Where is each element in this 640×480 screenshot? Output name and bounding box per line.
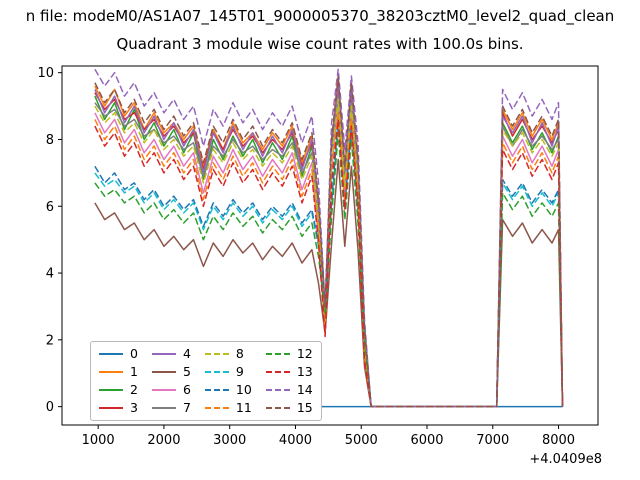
x-tick-label: 4000 xyxy=(279,433,312,448)
legend-entry-module-15: 15 xyxy=(265,400,313,415)
legend-entry-label: 12 xyxy=(296,346,313,361)
legend-sample-line xyxy=(99,353,123,355)
x-axis-offset-label: +4.0409e8 xyxy=(529,452,602,467)
legend-entry-label: 9 xyxy=(235,364,244,379)
legend-entry-label: 11 xyxy=(235,400,252,415)
x-tick-label: 3000 xyxy=(213,433,246,448)
y-tick-label: 4 xyxy=(46,267,54,282)
legend-entry-label: 5 xyxy=(182,364,191,379)
legend-entry-module-0: 0 xyxy=(99,347,138,361)
legend-entry-label: 2 xyxy=(130,382,138,397)
legend-entry-module-12: 12 xyxy=(265,346,313,361)
legend-column: 12 13 14 15 xyxy=(265,346,313,415)
y-tick-label: 10 xyxy=(37,66,54,81)
legend-sample-line xyxy=(204,389,229,391)
legend-sample-line xyxy=(99,389,123,391)
series-line-module-5 xyxy=(94,158,564,408)
legend-column: 4 5 6 7 xyxy=(151,346,191,415)
x-tick-label: 1000 xyxy=(82,433,115,448)
axes-frame xyxy=(61,65,599,426)
legend-sample-line xyxy=(99,371,123,373)
legend-sample-line xyxy=(151,407,176,409)
legend-entry-module-4: 4 xyxy=(151,346,191,361)
legend-sample-line xyxy=(265,389,290,391)
legend-entry-module-6: 6 xyxy=(151,382,191,397)
x-tick-label: 6000 xyxy=(410,433,443,448)
legend-entry-module-1: 1 xyxy=(99,365,138,379)
legend-entry-module-7: 7 xyxy=(151,400,191,415)
legend-sample-line xyxy=(151,389,176,391)
x-tick-label: 7000 xyxy=(476,433,509,448)
legend-entry-label: 15 xyxy=(296,400,313,415)
x-tick-label: 5000 xyxy=(345,433,378,448)
legend-entry-label: 8 xyxy=(235,346,244,361)
y-tick-label: 0 xyxy=(46,400,54,415)
legend-entry-label: 3 xyxy=(130,400,138,415)
legend-entry-module-8: 8 xyxy=(204,346,252,361)
y-tick-label: 8 xyxy=(46,133,54,148)
legend-sample-line xyxy=(204,371,229,373)
legend-sample-line xyxy=(99,407,123,409)
legend-entry-module-10: 10 xyxy=(204,382,252,397)
legend-sample-line xyxy=(151,371,176,373)
legend-sample-line xyxy=(265,353,290,355)
legend-sample-line xyxy=(204,407,229,409)
x-tick-label: 8000 xyxy=(542,433,575,448)
figure-suptitle-filename: n file: modeM0/AS1A07_145T01_9000005370_… xyxy=(25,7,615,25)
legend-column: 0 1 2 3 xyxy=(99,347,138,415)
legend-entry-label: 14 xyxy=(296,382,313,397)
legend-entry-label: 0 xyxy=(130,346,138,361)
y-tick-label: 2 xyxy=(46,333,54,348)
chart-title: Quadrant 3 module wise count rates with … xyxy=(116,35,524,53)
legend-entry-module-11: 11 xyxy=(204,400,252,415)
legend-entry-label: 10 xyxy=(235,382,252,397)
legend-entry-label: 13 xyxy=(296,364,313,379)
legend-entry-module-5: 5 xyxy=(151,364,191,379)
legend-entry-module-14: 14 xyxy=(265,382,313,397)
legend-entry-label: 6 xyxy=(182,382,191,397)
legend-entry-label: 1 xyxy=(130,364,138,379)
legend-sample-line xyxy=(204,353,229,355)
legend-sample-line xyxy=(265,407,290,409)
legend-entry-label: 7 xyxy=(182,400,191,415)
legend-entry-module-9: 9 xyxy=(204,364,252,379)
legend-entry-label: 4 xyxy=(182,346,191,361)
legend-entry-module-13: 13 xyxy=(265,364,313,379)
legend-entry-module-3: 3 xyxy=(99,401,138,415)
legend-entry-module-2: 2 xyxy=(99,383,138,397)
y-tick-label: 6 xyxy=(46,200,54,215)
legend: 0 1 2 3 4 5 6 7 8 9 10 11 12 13 14 15 xyxy=(90,341,322,421)
series-line-module-15 xyxy=(94,75,564,408)
legend-sample-line xyxy=(265,371,290,373)
x-tick-label: 2000 xyxy=(147,433,180,448)
legend-sample-line xyxy=(151,353,176,355)
legend-column: 8 9 10 11 xyxy=(204,346,252,415)
